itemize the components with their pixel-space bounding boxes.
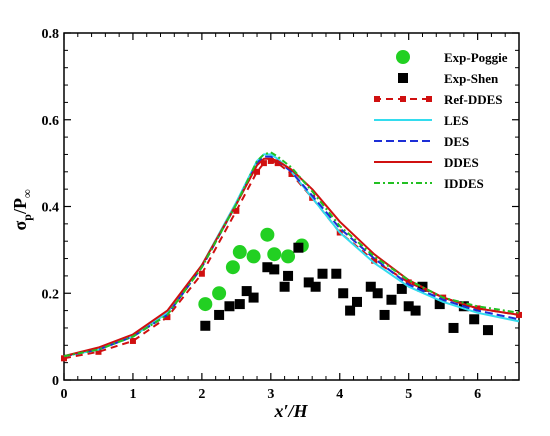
y-axis-title-main: σ: [10, 221, 30, 231]
series-point-exp-poggie: [225, 260, 240, 275]
series-point-exp-shen: [434, 299, 445, 310]
series-point-ref-ddes: [371, 257, 378, 264]
series-point-exp-shen: [351, 296, 362, 307]
series-point-ref-ddes: [260, 160, 267, 167]
series-point-exp-shen: [469, 314, 480, 325]
series-point-exp-shen: [338, 288, 349, 299]
series-point-exp-shen: [365, 281, 376, 292]
y-tick-label: 0.4: [42, 201, 60, 216]
series-point-ref-ddes: [274, 160, 281, 167]
x-tick-label: 3: [267, 387, 274, 402]
series-point-exp-shen: [241, 286, 252, 297]
series-point-ref-ddes: [405, 279, 412, 286]
x-tick-label: 1: [129, 387, 136, 402]
y-tick-label: 0.2: [42, 287, 60, 302]
series-point-exp-shen: [310, 281, 321, 292]
y-axis-title-sub1: p: [20, 214, 34, 221]
series-point-exp-shen: [283, 270, 294, 281]
series-point-ref-ddes: [254, 168, 261, 175]
series-point-exp-shen: [331, 268, 342, 279]
series-point-exp-shen: [448, 322, 459, 333]
series-point-exp-shen: [410, 305, 421, 316]
series-point-exp-shen: [403, 301, 414, 312]
legend-label-exp-poggie: Exp-Poggie: [444, 50, 508, 65]
y-tick-label: 0: [52, 374, 59, 389]
series-layer: [61, 151, 522, 362]
series-line-ref-ddes: [63, 160, 520, 360]
legend-label-des: DES: [444, 134, 469, 149]
x-axis-title: x′/H: [273, 401, 308, 421]
x-tick-label: 5: [405, 387, 412, 402]
series-point-ref-ddes: [516, 311, 522, 318]
series-point-ref-ddes: [288, 170, 295, 177]
series-point-exp-poggie: [260, 227, 275, 242]
series-point-exp-poggie: [232, 245, 247, 260]
legend: Exp-Poggie Exp-Shen Ref-DDES LES DES DDES IDDE…: [374, 50, 508, 191]
legend-label-exp-shen: Exp-Shen: [444, 71, 499, 86]
series-point-exp-shen: [279, 281, 290, 292]
plot-axes: 0 1 2 3 4 5 6 0 0.2 0.4 0.6 0.8: [42, 27, 520, 402]
legend-label-ddes: DDES: [444, 155, 479, 170]
y-axis-title-sub2: ∞: [20, 189, 34, 198]
series-point-exp-poggie: [246, 249, 261, 264]
series-point-exp-shen: [234, 299, 245, 310]
x-tick-label: 0: [61, 387, 68, 402]
x-tick-label: 2: [198, 387, 205, 402]
series-point-exp-shen: [372, 288, 383, 299]
legend-label-les: LES: [444, 113, 469, 128]
series-line-iddes: [63, 151, 520, 358]
series-point-exp-shen: [482, 325, 493, 336]
legend-marker-ref-ddes: [374, 96, 380, 102]
legend-marker-exp-shen: [398, 73, 408, 83]
series-line-ddes: [63, 157, 520, 358]
legend-label-iddes: IDDES: [444, 176, 484, 191]
legend-marker-ref-ddes: [400, 96, 406, 102]
series-point-exp-shen: [269, 264, 280, 275]
series-point-exp-shen: [248, 292, 259, 303]
series-point-exp-poggie: [281, 249, 296, 264]
x-tick-label: 6: [474, 387, 481, 402]
series-point-ref-ddes: [198, 270, 205, 277]
series-point-ref-ddes: [95, 348, 102, 355]
series-point-ref-ddes: [164, 314, 171, 321]
series-point-ref-ddes: [61, 355, 67, 362]
series-point-exp-shen: [214, 309, 225, 320]
series-point-exp-shen: [379, 309, 390, 320]
series-point-ref-ddes: [233, 207, 240, 214]
series-point-exp-shen: [345, 305, 356, 316]
series-point-exp-shen: [396, 283, 407, 294]
y-tick-label: 0.6: [42, 114, 60, 129]
series-point-exp-shen: [303, 277, 314, 288]
series-point-exp-shen: [200, 320, 211, 331]
series-point-exp-shen: [262, 262, 273, 273]
series-line-les: [63, 153, 520, 358]
legend-label-ref-ddes: Ref-DDES: [444, 92, 503, 107]
series-point-exp-poggie: [212, 286, 227, 301]
series-point-exp-poggie: [198, 297, 213, 312]
y-axis-title-mid: /P: [10, 198, 30, 215]
legend-marker-exp-poggie: [396, 50, 410, 64]
y-axis-title: σp/P∞: [10, 189, 34, 230]
series-point-ref-ddes: [129, 337, 136, 344]
series-point-exp-shen: [224, 301, 235, 312]
series-point-exp-shen: [293, 242, 304, 253]
x-tick-label: 4: [336, 387, 343, 402]
y-tick-label: 0.8: [42, 27, 60, 42]
series-point-exp-shen: [386, 294, 397, 305]
series-point-ref-ddes: [267, 157, 274, 164]
legend-marker-ref-ddes: [426, 96, 432, 102]
series-point-exp-poggie: [267, 247, 282, 262]
series-point-exp-shen: [317, 268, 328, 279]
